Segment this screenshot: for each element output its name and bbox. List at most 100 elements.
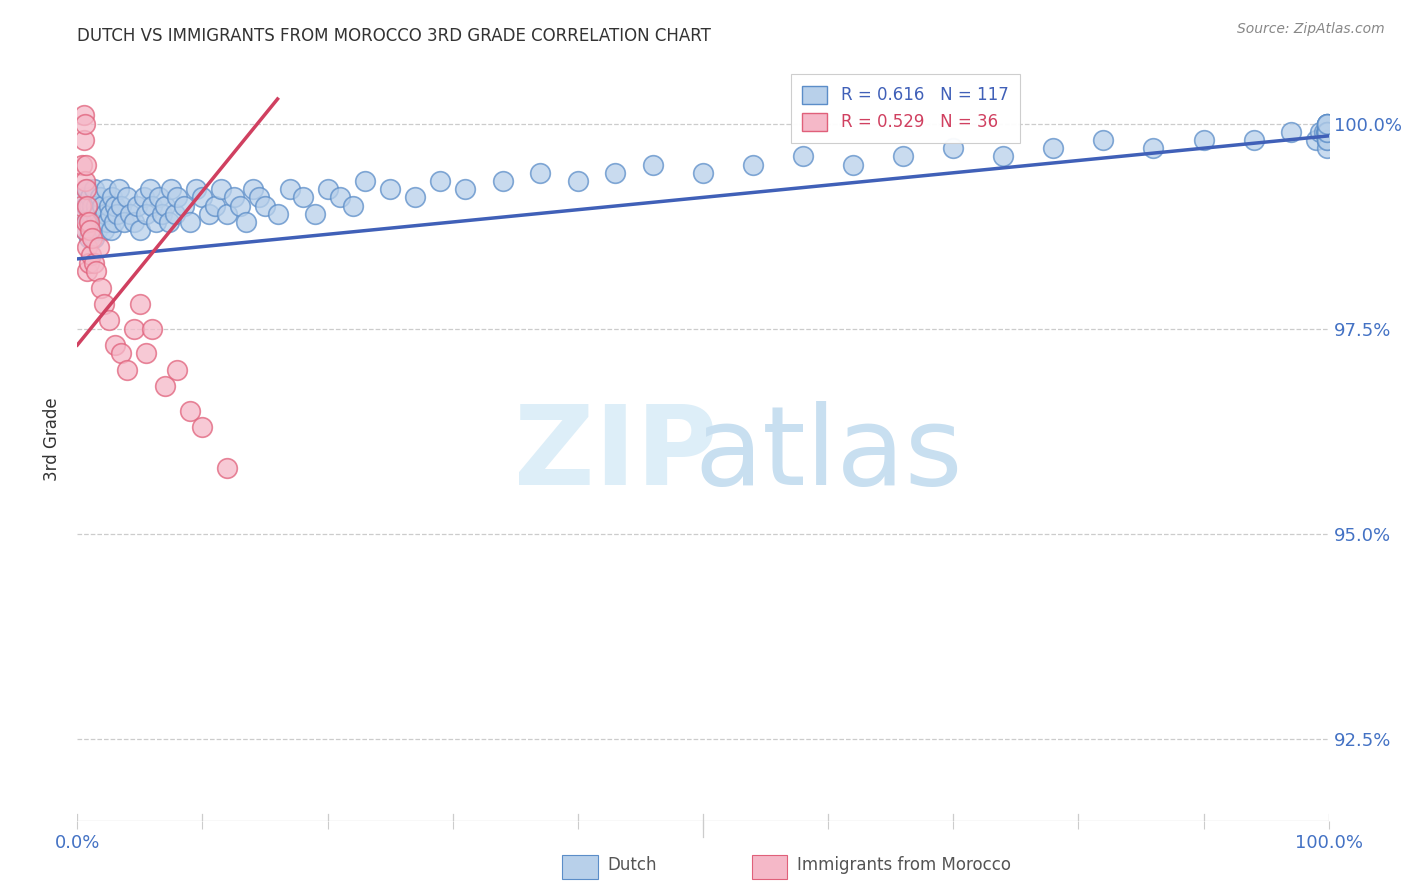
Point	[163, 207, 186, 221]
Point	[1243, 133, 1265, 147]
Point	[141, 321, 163, 335]
Point	[122, 321, 145, 335]
Point	[79, 190, 101, 204]
Point	[145, 215, 167, 229]
Text: atlas: atlas	[695, 401, 962, 508]
Point	[191, 420, 214, 434]
Point	[179, 215, 201, 229]
Point	[98, 207, 121, 221]
Point	[77, 231, 100, 245]
Point	[1316, 117, 1339, 131]
Point	[242, 182, 264, 196]
Point	[1309, 125, 1331, 139]
Point	[186, 182, 208, 196]
Point	[454, 182, 477, 196]
Point	[79, 215, 101, 229]
Point	[152, 207, 174, 221]
Point	[247, 190, 270, 204]
Point	[96, 215, 118, 229]
Point	[993, 149, 1015, 163]
Point	[197, 207, 219, 221]
Point	[76, 182, 98, 196]
Point	[73, 117, 96, 131]
Point	[342, 198, 364, 212]
Point	[641, 158, 664, 172]
Point	[70, 198, 93, 212]
Point	[160, 182, 183, 196]
Point	[141, 198, 163, 212]
Point	[80, 248, 103, 262]
Point	[304, 207, 326, 221]
Point	[76, 198, 98, 212]
Point	[82, 198, 104, 212]
Point	[79, 223, 101, 237]
Point	[73, 223, 96, 237]
Point	[1316, 125, 1339, 139]
Legend: R = 0.616   N = 117, R = 0.529   N = 36: R = 0.616 N = 117, R = 0.529 N = 36	[790, 74, 1019, 143]
Point	[75, 182, 97, 196]
Point	[253, 198, 276, 212]
Point	[97, 313, 120, 327]
Point	[229, 198, 252, 212]
Point	[77, 256, 100, 270]
Point	[76, 215, 98, 229]
Point	[75, 158, 97, 172]
Point	[1316, 133, 1339, 147]
Text: Source: ZipAtlas.com: Source: ZipAtlas.com	[1237, 22, 1385, 37]
Point	[112, 215, 135, 229]
Point	[135, 346, 157, 360]
Point	[77, 198, 100, 212]
Point	[153, 379, 176, 393]
Point	[80, 223, 103, 237]
Point	[118, 207, 141, 221]
Point	[93, 223, 115, 237]
Point	[75, 215, 97, 229]
Point	[354, 174, 377, 188]
Point	[90, 280, 112, 294]
Point	[76, 264, 98, 278]
Point	[1316, 125, 1339, 139]
Text: DUTCH VS IMMIGRANTS FROM MOROCCO 3RD GRADE CORRELATION CHART: DUTCH VS IMMIGRANTS FROM MOROCCO 3RD GRA…	[77, 28, 711, 45]
Point	[129, 223, 152, 237]
Point	[1316, 133, 1339, 147]
Point	[139, 182, 162, 196]
Point	[266, 207, 288, 221]
Point	[191, 190, 214, 204]
Point	[83, 207, 105, 221]
Bar	[752, 855, 787, 879]
Point	[1316, 117, 1339, 131]
Point	[73, 223, 96, 237]
Point	[278, 182, 301, 196]
Point	[1279, 125, 1302, 139]
Point	[83, 182, 105, 196]
Point	[204, 198, 226, 212]
Point	[378, 182, 402, 196]
Point	[1042, 141, 1064, 155]
Point	[529, 166, 551, 180]
Point	[129, 297, 152, 311]
Point	[792, 149, 814, 163]
Point	[73, 174, 96, 188]
Point	[222, 190, 245, 204]
Point	[91, 198, 114, 212]
Point	[101, 190, 124, 204]
Point	[100, 223, 122, 237]
Point	[605, 166, 627, 180]
Point	[173, 198, 195, 212]
Point	[84, 264, 107, 278]
Point	[72, 158, 94, 172]
Point	[132, 190, 155, 204]
Point	[1092, 133, 1115, 147]
Y-axis label: 3rd Grade: 3rd Grade	[44, 398, 62, 481]
Point	[742, 158, 765, 172]
Point	[404, 190, 426, 204]
Point	[104, 338, 127, 352]
Point	[1312, 125, 1334, 139]
Point	[942, 141, 965, 155]
Point	[217, 461, 239, 475]
Point	[77, 215, 100, 229]
Point	[157, 215, 180, 229]
Point	[135, 207, 157, 221]
Point	[72, 190, 94, 204]
Point	[94, 182, 117, 196]
